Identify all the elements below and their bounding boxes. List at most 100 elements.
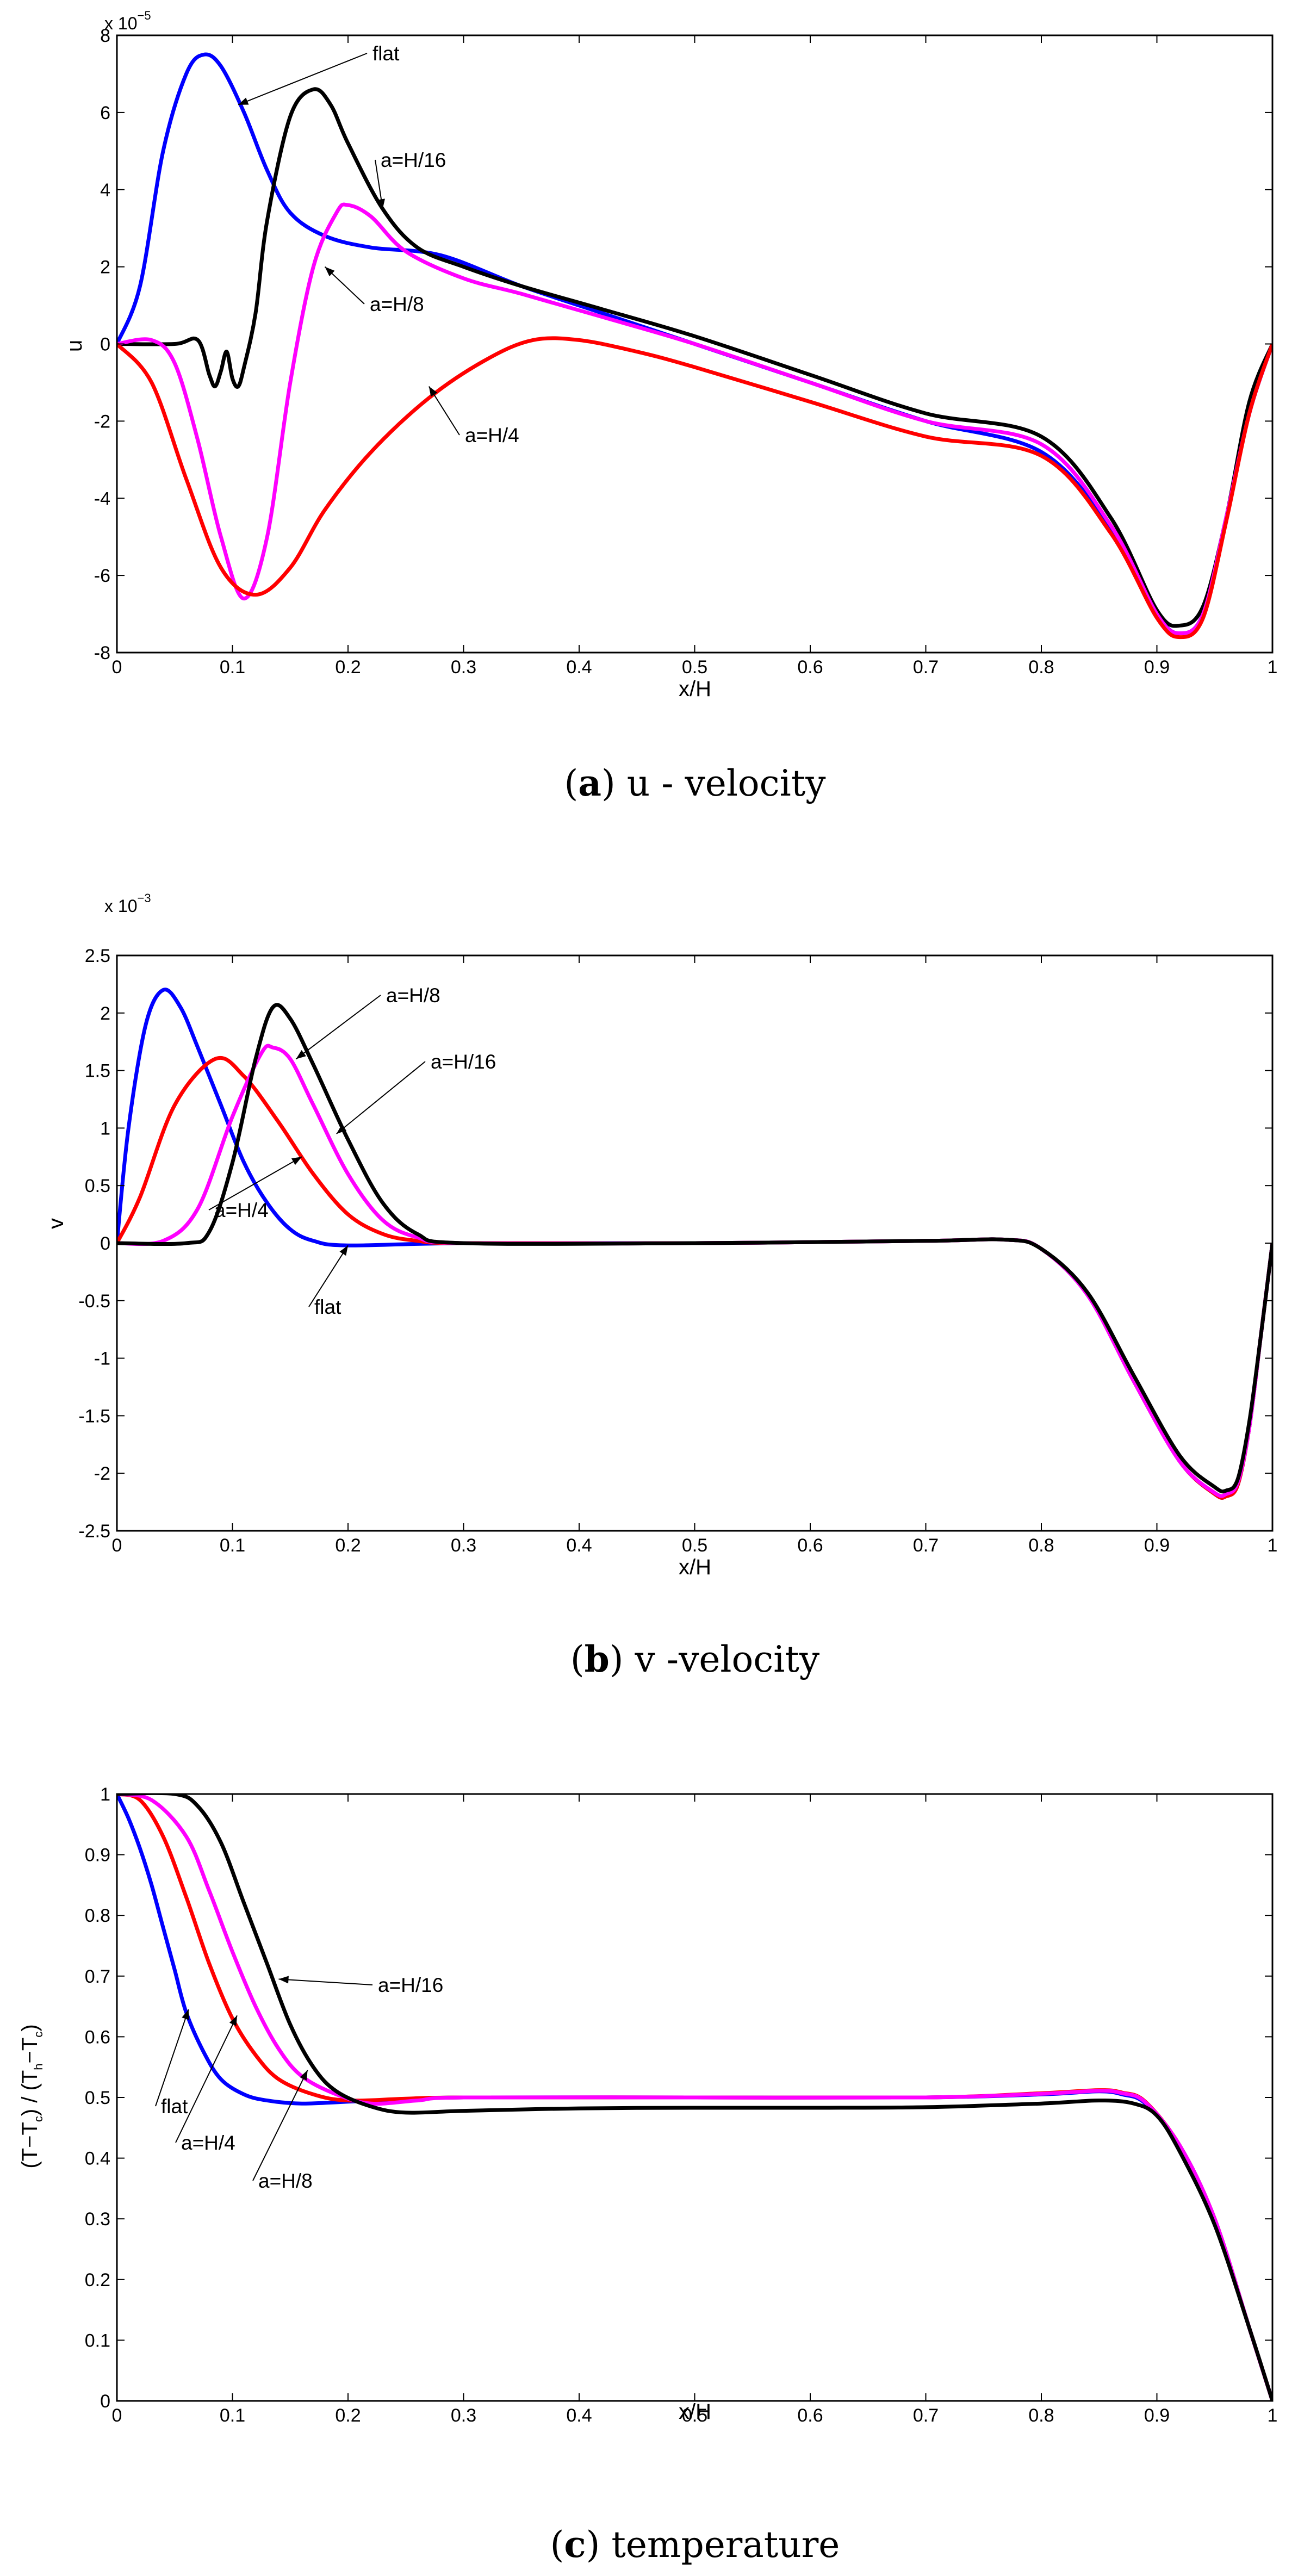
annotation-label: a=H/8 [386, 984, 440, 1007]
chart-temperature: 0 0.1 0.2 0.3 0.4 0.5 0.6 0.7 0.8 0.9 1 0 0.1 0.2 0.3 0… [18, 1784, 1277, 2566]
y-tick-label: 0.4 [85, 2149, 110, 2169]
x-tick-label: 0.3 [451, 1535, 476, 1556]
x-tick-label: 0 [112, 2405, 122, 2426]
y-tick-label: -1 [94, 1349, 110, 1369]
x-tick-label: 0.7 [913, 657, 939, 678]
y-tick-label: -6 [94, 566, 110, 586]
x-axis-label: x/H [679, 1555, 711, 1579]
y-tick-label: -4 [94, 488, 110, 509]
y-tick-label: 0.6 [85, 2027, 110, 2047]
annotation-label: a=H/16 [378, 1974, 443, 1996]
annotation-arrowhead [278, 1976, 289, 1984]
x-tick-label: 0 [112, 1535, 122, 1556]
chart-v-velocity: 0 0.1 0.2 0.3 0.4 0.5 0.6 0.7 0.8 0.9 1 -2.5 -2 -1.5 -… [44, 891, 1277, 1680]
series-line-a-h-16 [117, 1794, 1272, 2401]
x-tick-label: 0 [112, 657, 122, 678]
x-tick-label: 0.5 [682, 657, 707, 678]
annotation-arrow [238, 53, 368, 105]
x-tick-label: 1 [1268, 1535, 1278, 1556]
y-axis-label: (T−Tc) / (Th−Tc) [18, 2024, 45, 2168]
x-tick-label: 0.7 [913, 2405, 939, 2426]
annotation-arrowhead [291, 1157, 302, 1165]
y-tick-label: -1.5 [78, 1406, 110, 1426]
series-line-a-h-16 [117, 87, 1272, 628]
x-tick-label: 0.9 [1144, 1535, 1170, 1556]
y-tick-label: 1 [100, 1118, 110, 1139]
x-tick-label: 0.8 [1028, 657, 1054, 678]
annotation-arrowhead [336, 1125, 347, 1134]
caption-c: (c) temperature [550, 2523, 840, 2566]
y-tick-label: 0.3 [85, 2209, 110, 2230]
y-tick-label: 6 [100, 103, 110, 123]
annotation-label: a=H/4 [465, 424, 519, 446]
y-exponent: x 10−5 [104, 9, 151, 33]
annotation-arrowhead [300, 2070, 308, 2081]
chart-u-velocity: 0 0.1 0.2 0.3 0.4 0.5 0.6 0.7 0.8 0.9 1 -8 -6 -4 -2 0 2 4… [63, 9, 1277, 804]
y-exponent: x 10−3 [104, 891, 151, 916]
annotation-arrow [208, 1156, 302, 1211]
y-tick-label: 1.5 [85, 1061, 110, 1082]
annotation-label: a=H/8 [370, 293, 424, 315]
x-tick-label: 0.1 [220, 657, 245, 678]
annotation-label: flat [372, 42, 400, 65]
x-tick-label: 0.9 [1144, 2405, 1170, 2426]
annotation-arrow [155, 2009, 189, 2107]
y-tick-label: 2 [100, 1003, 110, 1024]
y-tick-label: 0.1 [85, 2330, 110, 2351]
y-tick-label: 0 [100, 334, 110, 355]
x-tick-label: 0.4 [566, 2405, 592, 2426]
x-tick-label: 0.2 [335, 2405, 361, 2426]
x-tick-label: 0.7 [913, 1535, 939, 1556]
series-line-a-h-16 [117, 1003, 1272, 1494]
y-tick-label: -2.5 [78, 1521, 110, 1542]
y-tick-label: 0 [100, 2391, 110, 2412]
y-tick-label: 2 [100, 257, 110, 278]
x-tick-label: 1 [1268, 2405, 1278, 2426]
x-tick-label: 0.6 [797, 657, 823, 678]
annotation-arrowhead [339, 1245, 348, 1256]
x-tick-label: 0.3 [451, 2405, 476, 2426]
x-tick-label: 0.4 [566, 1535, 592, 1556]
y-tick-label: 2.5 [85, 946, 110, 966]
x-tick-label: 0.2 [335, 657, 361, 678]
annotation-arrow [295, 995, 381, 1060]
x-tick-label: 0.1 [220, 1535, 245, 1556]
annotation-label: a=H/4 [214, 1199, 269, 1221]
caption-a: (a) u - velocity [564, 762, 826, 804]
y-tick-label: 0.8 [85, 1905, 110, 1926]
y-tick-label: 0.5 [85, 2088, 110, 2108]
annotation-label: flat [314, 1296, 341, 1318]
x-tick-label: 0.9 [1144, 657, 1170, 678]
annotation-arrowhead [238, 97, 249, 105]
y-tick-label: 0.2 [85, 2270, 110, 2291]
y-tick-label: 1 [100, 1784, 110, 1805]
annotation-label: a=H/16 [431, 1051, 496, 1073]
x-tick-label: 0.5 [682, 2405, 707, 2426]
x-tick-label: 0.6 [797, 2405, 823, 2426]
y-tick-label: 0.9 [85, 1845, 110, 1866]
annotation-arrow [175, 2015, 238, 2143]
series-line-a-h-8 [117, 1044, 1272, 1498]
series-line-a-h-8 [117, 1794, 1272, 2401]
y-tick-label: -2 [94, 1463, 110, 1484]
annotation-arrowhead [182, 2009, 189, 2020]
x-tick-label: 0.3 [451, 657, 476, 678]
x-tick-label: 0.8 [1028, 1535, 1054, 1556]
x-tick-label: 0.2 [335, 1535, 361, 1556]
annotation-label: a=H/16 [381, 149, 446, 171]
x-tick-label: 0.6 [797, 1535, 823, 1556]
annotation-label: flat [161, 2095, 188, 2118]
annotation-arrow [278, 1978, 373, 1985]
x-tick-label: 0.4 [566, 657, 592, 678]
y-tick-label: -8 [94, 643, 110, 663]
y-axis-label: v [44, 1218, 68, 1229]
y-tick-label: 4 [100, 180, 110, 201]
y-tick-label: 0.7 [85, 1966, 110, 1987]
series-line-a-h-4 [117, 1056, 1272, 1500]
annotation-arrow [252, 2070, 308, 2181]
annotation-arrow [336, 1061, 426, 1134]
annotation-arrowhead [377, 198, 385, 209]
annotation-label: a=H/4 [181, 2132, 235, 2154]
annotation-arrowhead [229, 2015, 237, 2026]
x-tick-label: 0.5 [682, 1535, 707, 1556]
